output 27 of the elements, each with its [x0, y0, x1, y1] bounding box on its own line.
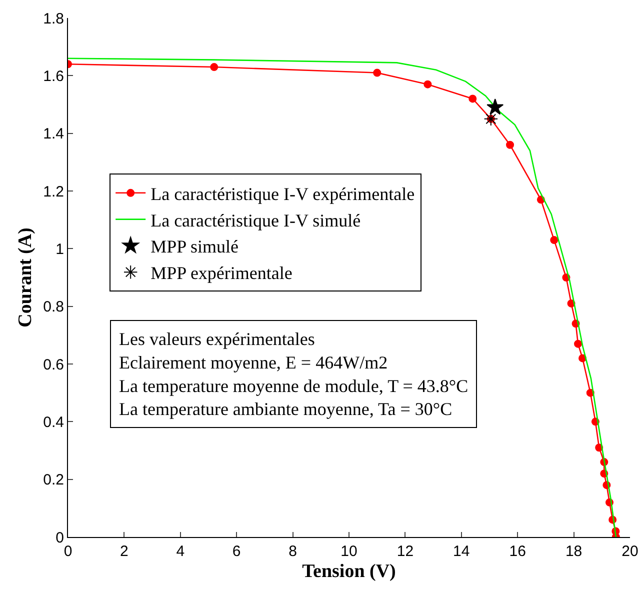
legend-label: MPP simulé [150, 236, 238, 257]
y-tick-label: 0 [56, 529, 64, 546]
legend-label: MPP expérimentale [150, 263, 292, 284]
legend-label: La caractéristique I-V simulé [150, 210, 361, 230]
x-axis-title: Tension (V) [302, 560, 396, 582]
x-tick-label: 6 [232, 543, 241, 560]
y-tick-label: 0.4 [43, 414, 64, 431]
x-tick-label: 12 [396, 543, 414, 560]
y-tick-label: 0.2 [43, 472, 64, 489]
x-tick-label: 14 [453, 543, 470, 560]
x-tick-label: 10 [340, 543, 358, 560]
y-tick-label: 1.4 [43, 126, 64, 143]
x-tick-label: 4 [176, 543, 185, 560]
legend-label: La caractéristique I-V expérimentale [150, 184, 415, 204]
y-tick-label: 1.2 [43, 183, 64, 200]
y-tick-label: 1 [56, 240, 64, 258]
annotation: Les valeurs expérimentales Eclairement moyenne, E = 464W/m2 La temperature moyenne de module, T = 43.8°C La temperature ambiante moyenne, Ta = 30°C [119, 329, 468, 420]
x-tick-label: 20 [622, 543, 638, 560]
y-tick-label: 1.8 [43, 10, 64, 28]
x-tick-label: 16 [509, 543, 526, 560]
x-tick-label: 8 [288, 543, 297, 560]
y-tick-label: 0.6 [43, 356, 64, 374]
y-tick-label: 1.6 [43, 68, 64, 85]
x-tick-label: 18 [565, 543, 582, 560]
x-tick-label: 2 [120, 543, 128, 560]
y-tick-label: 0.8 [43, 298, 64, 316]
y-axis-title: Courant (A) [14, 228, 36, 328]
